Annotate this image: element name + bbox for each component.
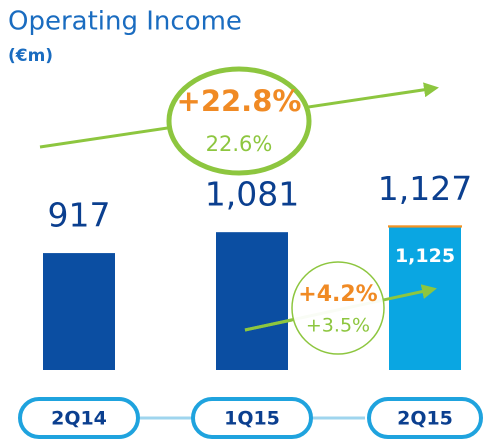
category-pill [191,397,313,439]
chart-title: Operating Income [8,7,242,37]
x-tick-label: 1Q15 [224,408,280,430]
growth-main: +22.8% [177,84,302,118]
x-tick-label: 2Q14 [51,408,107,430]
x-tick-label: 2Q15 [397,408,453,430]
growth-main: +4.2% [298,282,377,307]
bar-label: 1,125 [395,245,455,267]
growth-sub: +3.5% [306,315,370,337]
total-label: 1,081 [205,175,299,214]
bar [43,253,115,370]
total-label: 1,127 [378,169,472,208]
bar [216,232,288,370]
category-pill [367,397,483,439]
growth-sub: 22.6% [206,132,273,156]
growth-circle [291,261,385,355]
total-label: 917 [48,196,111,235]
trend-arrow [244,318,293,332]
category-pill [18,397,140,439]
chart-subtitle: (€m) [8,46,53,66]
growth-circle [166,66,312,176]
